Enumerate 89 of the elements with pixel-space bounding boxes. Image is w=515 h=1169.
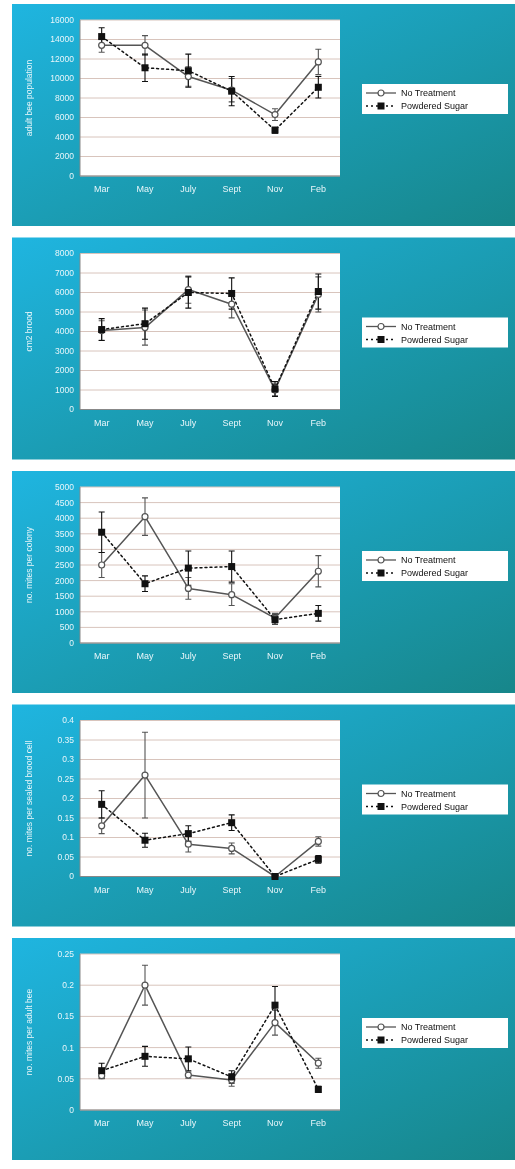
- x-tick-label: Nov: [266, 651, 284, 661]
- y-tick-label: 16000: [50, 14, 75, 25]
- x-tick-label: May: [136, 884, 154, 895]
- x-tick-label: May: [136, 651, 154, 661]
- legend-label: Powdered Sugar: [401, 568, 469, 579]
- y-tick-label: 1000: [55, 384, 75, 395]
- y-tick-label: 2500: [55, 559, 75, 570]
- y-tick-label: 0.4: [62, 715, 75, 726]
- x-tick-label: July: [180, 1118, 197, 1128]
- x-tick-label: Nov: [266, 1118, 284, 1128]
- y-tick-label: 2000: [55, 365, 75, 376]
- y-tick-label: 0.05: [57, 851, 75, 862]
- x-tick-label: Feb: [310, 417, 327, 428]
- y-axis-title: cm2 brood: [24, 311, 34, 352]
- y-tick-label: 4000: [55, 131, 75, 142]
- x-tick-label: Sept: [222, 651, 242, 661]
- x-tick-label: Mar: [93, 1118, 110, 1128]
- y-axis-title: no. mites per adult bee: [24, 988, 34, 1076]
- y-tick-label: 0: [69, 871, 75, 882]
- x-tick-label: Feb: [310, 1118, 327, 1128]
- y-tick-label: 0.2: [62, 980, 75, 991]
- legend-label: Powdered Sugar: [401, 334, 469, 345]
- y-tick-label: 2000: [55, 151, 75, 162]
- x-tick-label: July: [180, 651, 197, 661]
- x-tick-label: Mar: [93, 184, 110, 194]
- y-tick-label: 0.15: [57, 1011, 75, 1022]
- y-tick-label: 5000: [55, 306, 75, 317]
- legend-label: No Treatment: [401, 321, 457, 332]
- y-tick-label: 0.1: [62, 832, 75, 843]
- x-tick-label: Nov: [266, 417, 284, 428]
- y-tick-label: 3000: [55, 345, 75, 356]
- x-tick-label: Feb: [310, 651, 327, 661]
- y-axis-title: no. mites per sealed brood cell: [24, 740, 34, 857]
- y-tick-label: 0.15: [57, 812, 75, 823]
- x-tick-label: Mar: [93, 417, 110, 428]
- y-tick-label: 7000: [55, 267, 75, 278]
- y-tick-label: 0.05: [57, 1073, 75, 1084]
- x-tick-label: May: [136, 417, 154, 428]
- x-tick-label: Feb: [310, 184, 327, 194]
- legend-label: No Treatment: [401, 88, 457, 99]
- y-tick-label: 0: [69, 637, 75, 648]
- legend-label: No Treatment: [401, 788, 457, 799]
- y-tick-label: 2000: [55, 575, 75, 586]
- y-tick-label: 10000: [50, 73, 75, 84]
- legend-label: Powdered Sugar: [401, 101, 469, 112]
- x-tick-label: Feb: [310, 884, 327, 895]
- x-tick-label: Sept: [222, 884, 242, 895]
- x-tick-label: July: [180, 184, 197, 194]
- y-tick-label: 6000: [55, 112, 75, 123]
- y-axis-title: no. mites per colony: [24, 526, 34, 604]
- x-tick-label: Nov: [266, 184, 284, 194]
- y-tick-label: 4000: [55, 326, 75, 337]
- y-tick-label: 0: [69, 170, 75, 181]
- y-tick-label: 4500: [55, 497, 75, 508]
- x-tick-label: Sept: [222, 1118, 242, 1128]
- x-tick-label: May: [136, 184, 154, 194]
- y-tick-label: 12000: [50, 53, 75, 64]
- y-tick-label: 6000: [55, 287, 75, 298]
- y-tick-label: 500: [59, 622, 75, 633]
- y-axis-title: adult bee population: [24, 59, 34, 137]
- y-tick-label: 3000: [55, 544, 75, 555]
- x-tick-label: May: [136, 1118, 154, 1128]
- x-tick-label: Sept: [222, 184, 242, 194]
- y-tick-label: 0.35: [57, 734, 75, 745]
- y-tick-label: 0.25: [57, 948, 75, 959]
- y-tick-label: 14000: [50, 34, 75, 45]
- y-tick-label: 0.1: [62, 1042, 75, 1053]
- x-tick-label: July: [180, 417, 197, 428]
- y-tick-label: 3500: [55, 528, 75, 539]
- y-tick-label: 8000: [55, 92, 75, 103]
- legend-label: No Treatment: [401, 1022, 457, 1033]
- y-tick-label: 0: [69, 1104, 75, 1115]
- x-tick-label: Sept: [222, 417, 242, 428]
- y-tick-label: 0: [69, 404, 75, 415]
- y-tick-label: 5000: [55, 481, 75, 492]
- legend-label: No Treatment: [401, 555, 457, 566]
- y-tick-label: 0.2: [62, 793, 75, 804]
- x-tick-label: Mar: [93, 884, 110, 895]
- y-tick-label: 0.3: [62, 754, 75, 765]
- legend-label: Powdered Sugar: [401, 801, 469, 812]
- x-tick-label: July: [180, 884, 197, 895]
- legend-label: Powdered Sugar: [401, 1035, 469, 1046]
- y-tick-label: 1000: [55, 606, 75, 617]
- y-tick-label: 0.25: [57, 773, 75, 784]
- y-tick-label: 8000: [55, 248, 75, 259]
- x-tick-label: Nov: [266, 884, 284, 895]
- x-tick-label: Mar: [93, 651, 110, 661]
- y-tick-label: 4000: [55, 513, 75, 524]
- y-tick-label: 1500: [55, 591, 75, 602]
